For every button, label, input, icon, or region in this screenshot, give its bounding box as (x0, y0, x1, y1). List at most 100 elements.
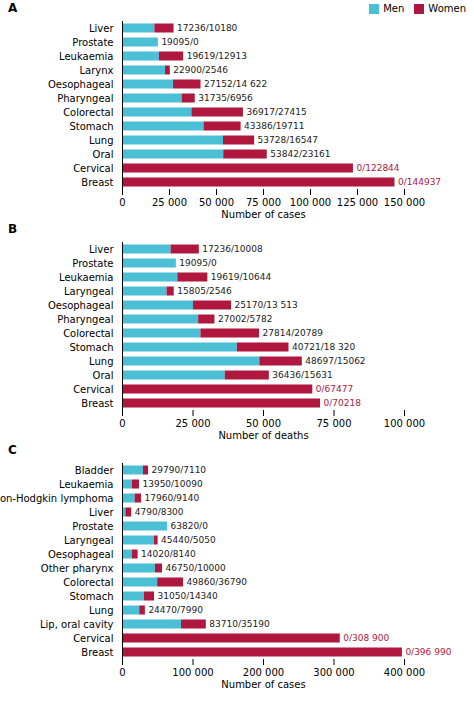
svg-text:100 000: 100 000 (290, 197, 331, 208)
svg-text:Oral: Oral (93, 149, 114, 160)
svg-text:Lung: Lung (89, 605, 113, 616)
svg-text:36436/15631: 36436/15631 (272, 370, 332, 380)
svg-text:0/122844: 0/122844 (356, 163, 399, 173)
svg-text:48697/15062: 48697/15062 (305, 356, 365, 366)
svg-text:4790/8300: 4790/8300 (135, 507, 184, 517)
svg-text:Lung: Lung (89, 135, 113, 146)
svg-text:40721/18 320: 40721/18 320 (292, 342, 355, 352)
svg-text:15805/2546: 15805/2546 (177, 286, 232, 296)
svg-text:Lip, oral cavity: Lip, oral cavity (40, 619, 114, 630)
svg-text:Colorectal: Colorectal (63, 577, 113, 588)
svg-text:Lung: Lung (89, 356, 113, 367)
svg-text:50 000: 50 000 (246, 418, 281, 429)
svg-text:Pharyngeal: Pharyngeal (57, 93, 113, 104)
svg-text:125 000: 125 000 (337, 197, 378, 208)
svg-text:Leukaemia: Leukaemia (59, 479, 113, 490)
svg-text:75 000: 75 000 (246, 197, 281, 208)
svg-text:27002/5782: 27002/5782 (218, 314, 273, 324)
svg-text:17236/10008: 17236/10008 (202, 244, 263, 254)
svg-text:27152/14 622: 27152/14 622 (204, 79, 267, 89)
svg-text:100 000: 100 000 (384, 418, 425, 429)
svg-text:Breast: Breast (81, 647, 113, 658)
svg-text:Number of cases: Number of cases (221, 209, 305, 220)
html-text:A: A (8, 1, 18, 15)
svg-text:Larynx: Larynx (80, 65, 114, 76)
svg-text:Laryngeal: Laryngeal (64, 286, 113, 297)
svg-text:0: 0 (119, 197, 125, 208)
svg-text:Non-Hodgkin lymphoma: Non-Hodgkin lymphoma (0, 493, 114, 504)
svg-text:43386/19711: 43386/19711 (244, 121, 304, 131)
svg-text:25 000: 25 000 (152, 197, 187, 208)
svg-text:100 000: 100 000 (172, 667, 213, 678)
svg-text:Bladder: Bladder (75, 465, 115, 476)
svg-text:Breast: Breast (81, 398, 113, 409)
svg-text:83710/35190: 83710/35190 (209, 619, 270, 629)
svg-text:Liver: Liver (89, 507, 114, 518)
svg-text:17960/9140: 17960/9140 (145, 493, 200, 503)
svg-text:0/144937: 0/144937 (398, 177, 441, 187)
svg-text:0: 0 (119, 667, 125, 678)
svg-text:24470/7990: 24470/7990 (148, 605, 203, 615)
svg-text:0: 0 (119, 418, 125, 429)
html-text:Men: Men (383, 2, 405, 14)
svg-text:50 000: 50 000 (199, 197, 234, 208)
svg-text:19619/12913: 19619/12913 (187, 51, 247, 61)
svg-text:Number of cases: Number of cases (221, 679, 305, 690)
svg-text:Laryngeal: Laryngeal (64, 535, 113, 546)
svg-text:19619/10644: 19619/10644 (211, 272, 272, 282)
svg-text:Leukaemia: Leukaemia (59, 51, 113, 62)
svg-text:49860/36790: 49860/36790 (187, 577, 248, 587)
svg-text:Oesophageal: Oesophageal (48, 300, 114, 311)
svg-text:200 000: 200 000 (243, 667, 284, 678)
svg-text:Liver: Liver (89, 244, 114, 255)
svg-text:36917/27415: 36917/27415 (246, 107, 306, 117)
svg-text:Cervical: Cervical (73, 163, 113, 174)
svg-text:Stomach: Stomach (69, 591, 113, 602)
svg-text:Stomach: Stomach (69, 121, 113, 132)
svg-text:53728/16547: 53728/16547 (258, 135, 318, 145)
svg-text:Cervical: Cervical (73, 633, 113, 644)
svg-text:25 000: 25 000 (176, 418, 211, 429)
svg-text:25170/13 513: 25170/13 513 (235, 300, 298, 310)
svg-text:150 000: 150 000 (384, 197, 425, 208)
svg-text:Stomach: Stomach (69, 342, 113, 353)
svg-text:Prostate: Prostate (72, 37, 113, 48)
html-text:Women: Women (428, 2, 466, 14)
svg-text:29790/7110: 29790/7110 (152, 465, 207, 475)
svg-text:Colorectal: Colorectal (63, 328, 113, 339)
svg-text:Liver: Liver (89, 23, 114, 34)
svg-text:Prostate: Prostate (72, 521, 113, 532)
svg-text:22900/2546: 22900/2546 (173, 65, 228, 75)
svg-text:27814/20789: 27814/20789 (263, 328, 324, 338)
svg-text:0/70218: 0/70218 (324, 398, 362, 408)
svg-text:31735/6956: 31735/6956 (198, 93, 253, 103)
svg-text:Cervical: Cervical (73, 384, 113, 395)
svg-text:75 000: 75 000 (317, 418, 352, 429)
svg-text:31050/14340: 31050/14340 (157, 591, 218, 601)
svg-text:17236/10180: 17236/10180 (177, 23, 238, 33)
svg-text:Colorectal: Colorectal (63, 107, 113, 118)
svg-text:Leukaemia: Leukaemia (59, 272, 113, 283)
svg-text:Breast: Breast (81, 177, 113, 188)
svg-text:Other pharynx: Other pharynx (41, 563, 114, 574)
svg-text:Number of deaths: Number of deaths (218, 430, 308, 441)
svg-text:300 000: 300 000 (313, 667, 354, 678)
svg-text:0/67477: 0/67477 (316, 384, 353, 394)
svg-text:Prostate: Prostate (72, 258, 113, 269)
svg-text:Pharyngeal: Pharyngeal (57, 314, 113, 325)
svg-text:Oesophageal: Oesophageal (48, 79, 114, 90)
svg-text:400 000: 400 000 (384, 667, 425, 678)
svg-text:19095/0: 19095/0 (161, 37, 199, 47)
svg-text:19095/0: 19095/0 (179, 258, 217, 268)
svg-text:45440/5050: 45440/5050 (161, 535, 216, 545)
svg-text:13950/10090: 13950/10090 (142, 479, 203, 489)
svg-text:Oesophageal: Oesophageal (48, 549, 114, 560)
svg-text:14020/8140: 14020/8140 (141, 549, 196, 559)
svg-text:53842/23161: 53842/23161 (270, 149, 330, 159)
svg-text:0/396 990: 0/396 990 (405, 647, 451, 657)
svg-text:63820/0: 63820/0 (170, 521, 208, 531)
svg-text:0/308 900: 0/308 900 (343, 633, 389, 643)
html-text:B: B (8, 222, 18, 236)
svg-text:46750/10000: 46750/10000 (166, 563, 227, 573)
svg-text:Oral: Oral (93, 370, 114, 381)
